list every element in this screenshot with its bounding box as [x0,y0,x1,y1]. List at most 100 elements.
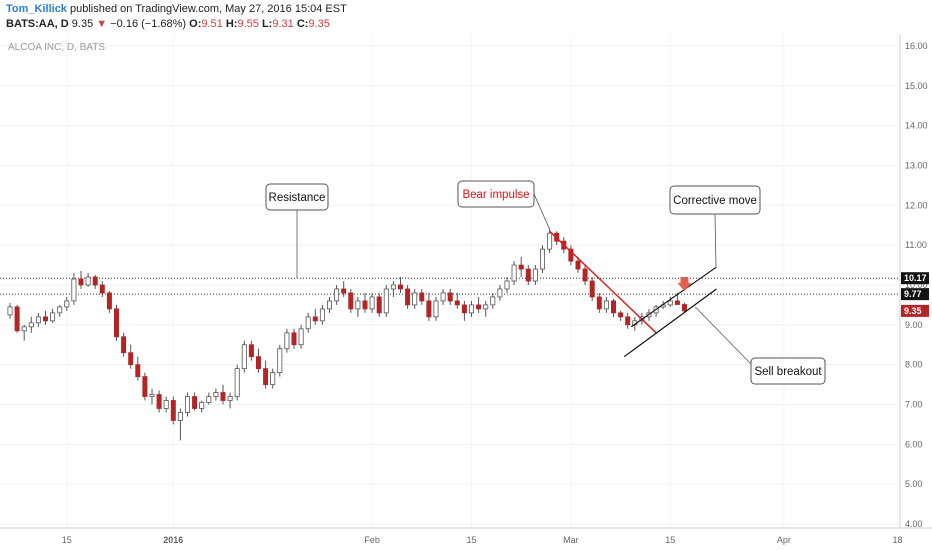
candle-up [184,396,190,413]
candle-down [568,248,574,262]
x-tick-label: Mar [563,535,579,545]
y-tick-label: 9.00 [905,320,923,330]
x-tick-label: Feb [364,535,380,545]
candle-down [192,396,198,409]
candle-down [263,368,269,385]
candle-up [177,412,183,421]
candle-up [163,400,169,409]
x-tick-label: Apr [777,535,791,545]
callout-pointer [714,213,717,269]
candle-down [596,296,602,310]
candle-up [7,306,13,316]
symbol-ohlc-line: BATS:AA, D 9.35 ▼ −0.16 (−1.68%) O:9.51 … [6,18,330,30]
chart-background [0,34,932,550]
high-label: H: [225,18,238,30]
drawings: Resistance Bear impulse Corrective move Sel… [265,180,826,385]
candle-down [341,288,347,294]
author-link[interactable]: Tom_Killick [6,3,67,15]
candle-up [270,372,276,385]
candle-down [312,316,318,322]
last-price: 9.35 [71,18,94,30]
candle-up [369,296,375,310]
channel-lower-line [623,288,717,358]
y-tick-label: 7.00 [905,400,923,410]
callout[interactable]: Corrective move [669,185,761,269]
candle-down [248,344,254,358]
callout-pointer [533,193,550,230]
candle-up [547,232,553,250]
candle-up [206,396,212,403]
candle-up [468,304,474,314]
y-tick-label: 16.00 [905,41,928,51]
price-chart[interactable]: Resistance Bear impulse Corrective move Sel… [0,34,932,550]
y-tick-label: 8.00 [905,360,923,370]
candle-down [255,356,261,370]
price-axis[interactable]: 16.00 15.00 14.00 13.00 12.00 11.00 10.00 9.00 8… [905,41,928,529]
candle-down [14,306,20,332]
sell-arrow-icon [677,276,692,291]
candle-up [326,300,332,310]
candle-up [483,304,489,310]
candle-down [589,280,595,298]
candle-up [241,344,247,370]
x-tick-label: 18 [892,535,902,545]
callout-label: Sell breakout [754,366,822,378]
candle-up [511,264,517,282]
candle-down [376,296,382,314]
callout-box [750,357,826,385]
callout[interactable]: Resistance [265,183,329,279]
candle-down [142,376,148,397]
candle-up [21,326,27,332]
candle-up [57,306,63,314]
candle-up [497,288,503,298]
grid [0,34,900,528]
candle-down [135,364,141,378]
candle-down [461,304,467,314]
candle-up [504,280,510,290]
candle-up [298,328,304,346]
candle-down [106,292,112,310]
candle-down [99,284,105,294]
candle-down [674,300,680,305]
time-axis[interactable]: 152016Feb15Mar15Apr18May16Jun15Jul18 [62,535,932,545]
callout[interactable]: Sell breakout [694,306,826,385]
candle-up [227,396,233,401]
candle-up [383,288,389,314]
callout-label: Resistance [269,192,326,204]
candle-down [291,332,297,346]
candle-down [525,268,531,282]
candle-down [92,276,98,286]
candle-down [682,304,688,312]
candle-down [170,400,176,421]
candle-up [305,316,311,330]
y-tick-label: 4.00 [905,519,923,529]
candle-down [575,260,581,270]
candle-down [476,304,482,310]
candle-up [412,292,418,306]
open-value: 9.51 [201,18,223,30]
chart-header: Tom_Killick published on TradingView.com… [0,0,932,35]
bear-impulse-line [549,230,657,334]
callout-label: Bear impulse [462,189,529,201]
candle-down [348,292,354,310]
x-tick-label: 15 [466,535,476,545]
high-value: 9.55 [237,18,259,30]
callout-pointer [694,306,752,365]
price-label: 10.17 [904,273,927,283]
published-text: published on TradingView.com, May 27, 20… [70,3,347,15]
close-label: C: [296,18,309,30]
candle-up [234,368,240,397]
candle-up [71,278,77,302]
candle-down [447,292,453,302]
candle-up [28,322,34,328]
candle-down [426,300,432,318]
candle-down [78,278,84,286]
callout[interactable]: Bear impulse [457,180,550,230]
y-tick-label: 11.00 [905,240,927,250]
y-tick-label: 15.00 [905,81,928,91]
open-label: O: [189,18,202,30]
candle-down [362,300,368,310]
candle-down [618,312,624,318]
candle-down [397,284,403,290]
candle-up [433,300,439,318]
